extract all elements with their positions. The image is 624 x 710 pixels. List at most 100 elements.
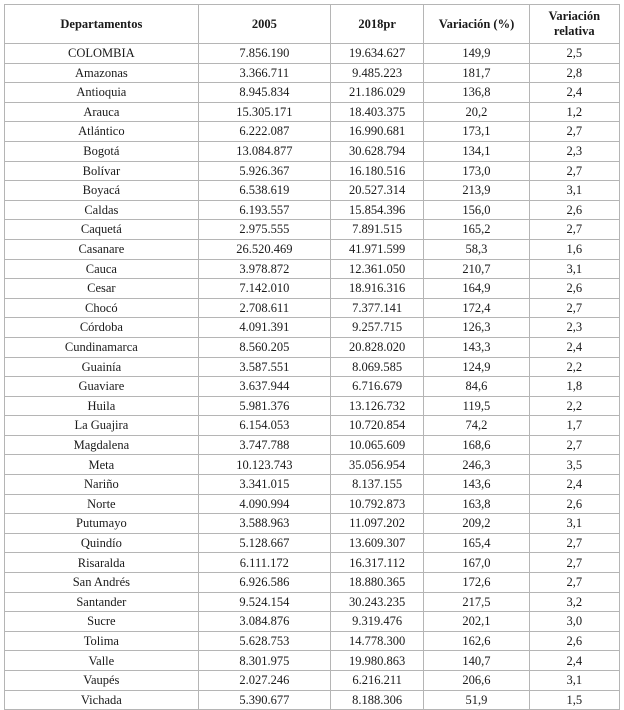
table-row: Cundinamarca 8.560.205 20.828.020 143,3 2,4 bbox=[4, 336, 621, 358]
value-cell: 8.137.155 bbox=[329, 474, 425, 495]
value-cell: 5.128.667 bbox=[197, 532, 331, 554]
value-cell: 1,2 bbox=[528, 101, 621, 123]
table-row: Amazonas 3.366.711 9.485.223 181,7 2,8 bbox=[4, 62, 621, 84]
table-row: Guaviare 3.637.944 6.716.679 84,6 1,8 bbox=[4, 376, 621, 397]
value-cell: 8.301.975 bbox=[197, 650, 331, 671]
value-cell: 2,2 bbox=[528, 356, 621, 378]
value-cell: 10.792.873 bbox=[329, 493, 425, 515]
table-row: Caldas 6.193.557 15.854.396 156,0 2,6 bbox=[4, 199, 621, 221]
value-cell: 4.091.391 bbox=[197, 317, 331, 338]
value-cell: 5.926.367 bbox=[197, 160, 331, 182]
department-cell: Antioquia bbox=[4, 82, 199, 103]
table-row: Magdalena 3.747.788 10.065.609 168,6 2,7 bbox=[4, 434, 621, 456]
table-row: Vichada 5.390.677 8.188.306 51,9 1,5 bbox=[4, 689, 621, 710]
value-cell: 6.538.619 bbox=[197, 180, 331, 201]
department-cell: Guainía bbox=[4, 356, 199, 378]
value-cell: 21.186.029 bbox=[329, 82, 425, 103]
value-cell: 3.747.788 bbox=[197, 434, 331, 456]
value-cell: 6.154.053 bbox=[197, 415, 331, 436]
department-cell: Cesar bbox=[4, 278, 199, 299]
value-cell: 163,8 bbox=[423, 493, 530, 515]
table-row: Putumayo 3.588.963 11.097.202 209,2 3,1 bbox=[4, 513, 621, 534]
value-cell: 9.319.476 bbox=[329, 611, 425, 632]
value-cell: 16.180.516 bbox=[329, 160, 425, 182]
value-cell: 2,6 bbox=[528, 278, 621, 299]
table-row: COLOMBIA 7.856.190 19.634.627 149,9 2,5 bbox=[4, 43, 621, 64]
value-cell: 217,5 bbox=[423, 591, 530, 613]
department-cell: Cauca bbox=[4, 258, 199, 280]
value-cell: 9.524.154 bbox=[197, 591, 331, 613]
value-cell: 2,4 bbox=[528, 82, 621, 103]
value-cell: 6.216.211 bbox=[329, 670, 425, 691]
department-cell: Risaralda bbox=[4, 552, 199, 574]
value-cell: 2,6 bbox=[528, 630, 621, 652]
value-cell: 2,7 bbox=[528, 121, 621, 142]
value-cell: 2,6 bbox=[528, 199, 621, 221]
value-cell: 3,1 bbox=[528, 258, 621, 280]
department-cell: Casanare bbox=[4, 238, 199, 260]
value-cell: 149,9 bbox=[423, 43, 530, 64]
value-cell: 3.588.963 bbox=[197, 513, 331, 534]
department-cell: Vichada bbox=[4, 689, 199, 710]
value-cell: 6.926.586 bbox=[197, 572, 331, 593]
table-row: Huila 5.981.376 13.126.732 119,5 2,2 bbox=[4, 395, 621, 417]
value-cell: 2,5 bbox=[528, 43, 621, 64]
value-cell: 172,6 bbox=[423, 572, 530, 593]
column-header-3: Variación (%) bbox=[423, 4, 530, 44]
value-cell: 74,2 bbox=[423, 415, 530, 436]
value-cell: 2,7 bbox=[528, 434, 621, 456]
value-cell: 2,7 bbox=[528, 297, 621, 319]
department-cell: Córdoba bbox=[4, 317, 199, 338]
table-row: Córdoba 4.091.391 9.257.715 126,3 2,3 bbox=[4, 317, 621, 338]
value-cell: 136,8 bbox=[423, 82, 530, 103]
department-cell: Amazonas bbox=[4, 62, 199, 84]
value-cell: 3.084.876 bbox=[197, 611, 331, 632]
table-row: Cauca 3.978.872 12.361.050 210,7 3,1 bbox=[4, 258, 621, 280]
value-cell: 20.527.314 bbox=[329, 180, 425, 201]
table-header: Departamentos 2005 2018pr Variación (%) Vari… bbox=[4, 4, 621, 44]
value-cell: 206,6 bbox=[423, 670, 530, 691]
value-cell: 3.341.015 bbox=[197, 474, 331, 495]
department-cell: Magdalena bbox=[4, 434, 199, 456]
value-cell: 213,9 bbox=[423, 180, 530, 201]
column-header-4: Variación relativa bbox=[528, 4, 621, 44]
value-cell: 3.978.872 bbox=[197, 258, 331, 280]
department-cell: COLOMBIA bbox=[4, 43, 199, 64]
value-cell: 6.222.087 bbox=[197, 121, 331, 142]
department-cell: La Guajira bbox=[4, 415, 199, 436]
table-row: Quindío 5.128.667 13.609.307 165,4 2,7 bbox=[4, 532, 621, 554]
value-cell: 19.634.627 bbox=[329, 43, 425, 64]
value-cell: 126,3 bbox=[423, 317, 530, 338]
value-cell: 3,5 bbox=[528, 454, 621, 476]
value-cell: 8.945.834 bbox=[197, 82, 331, 103]
value-cell: 20,2 bbox=[423, 101, 530, 123]
table-row: Sucre 3.084.876 9.319.476 202,1 3,0 bbox=[4, 611, 621, 632]
table-row: La Guajira 6.154.053 10.720.854 74,2 1,7 bbox=[4, 415, 621, 436]
value-cell: 162,6 bbox=[423, 630, 530, 652]
table-row: Chocó 2.708.611 7.377.141 172,4 2,7 bbox=[4, 297, 621, 319]
value-cell: 3,1 bbox=[528, 670, 621, 691]
table-row: Norte 4.090.994 10.792.873 163,8 2,6 bbox=[4, 493, 621, 515]
department-cell: Bogotá bbox=[4, 140, 199, 162]
department-cell: Putumayo bbox=[4, 513, 199, 534]
value-cell: 7.142.010 bbox=[197, 278, 331, 299]
department-cell: Quindío bbox=[4, 532, 199, 554]
value-cell: 4.090.994 bbox=[197, 493, 331, 515]
value-cell: 172,4 bbox=[423, 297, 530, 319]
department-cell: Caquetá bbox=[4, 219, 199, 240]
value-cell: 2,6 bbox=[528, 493, 621, 515]
value-cell: 1,7 bbox=[528, 415, 621, 436]
value-cell: 2,7 bbox=[528, 552, 621, 574]
table-row: Santander 9.524.154 30.243.235 217,5 3,2 bbox=[4, 591, 621, 613]
value-cell: 140,7 bbox=[423, 650, 530, 671]
value-cell: 41.971.599 bbox=[329, 238, 425, 260]
value-cell: 3,1 bbox=[528, 180, 621, 201]
value-cell: 5.390.677 bbox=[197, 689, 331, 710]
department-cell: Cundinamarca bbox=[4, 336, 199, 358]
value-cell: 8.069.585 bbox=[329, 356, 425, 378]
value-cell: 164,9 bbox=[423, 278, 530, 299]
value-cell: 3,0 bbox=[528, 611, 621, 632]
value-cell: 18.403.375 bbox=[329, 101, 425, 123]
department-cell: Caldas bbox=[4, 199, 199, 221]
value-cell: 35.056.954 bbox=[329, 454, 425, 476]
